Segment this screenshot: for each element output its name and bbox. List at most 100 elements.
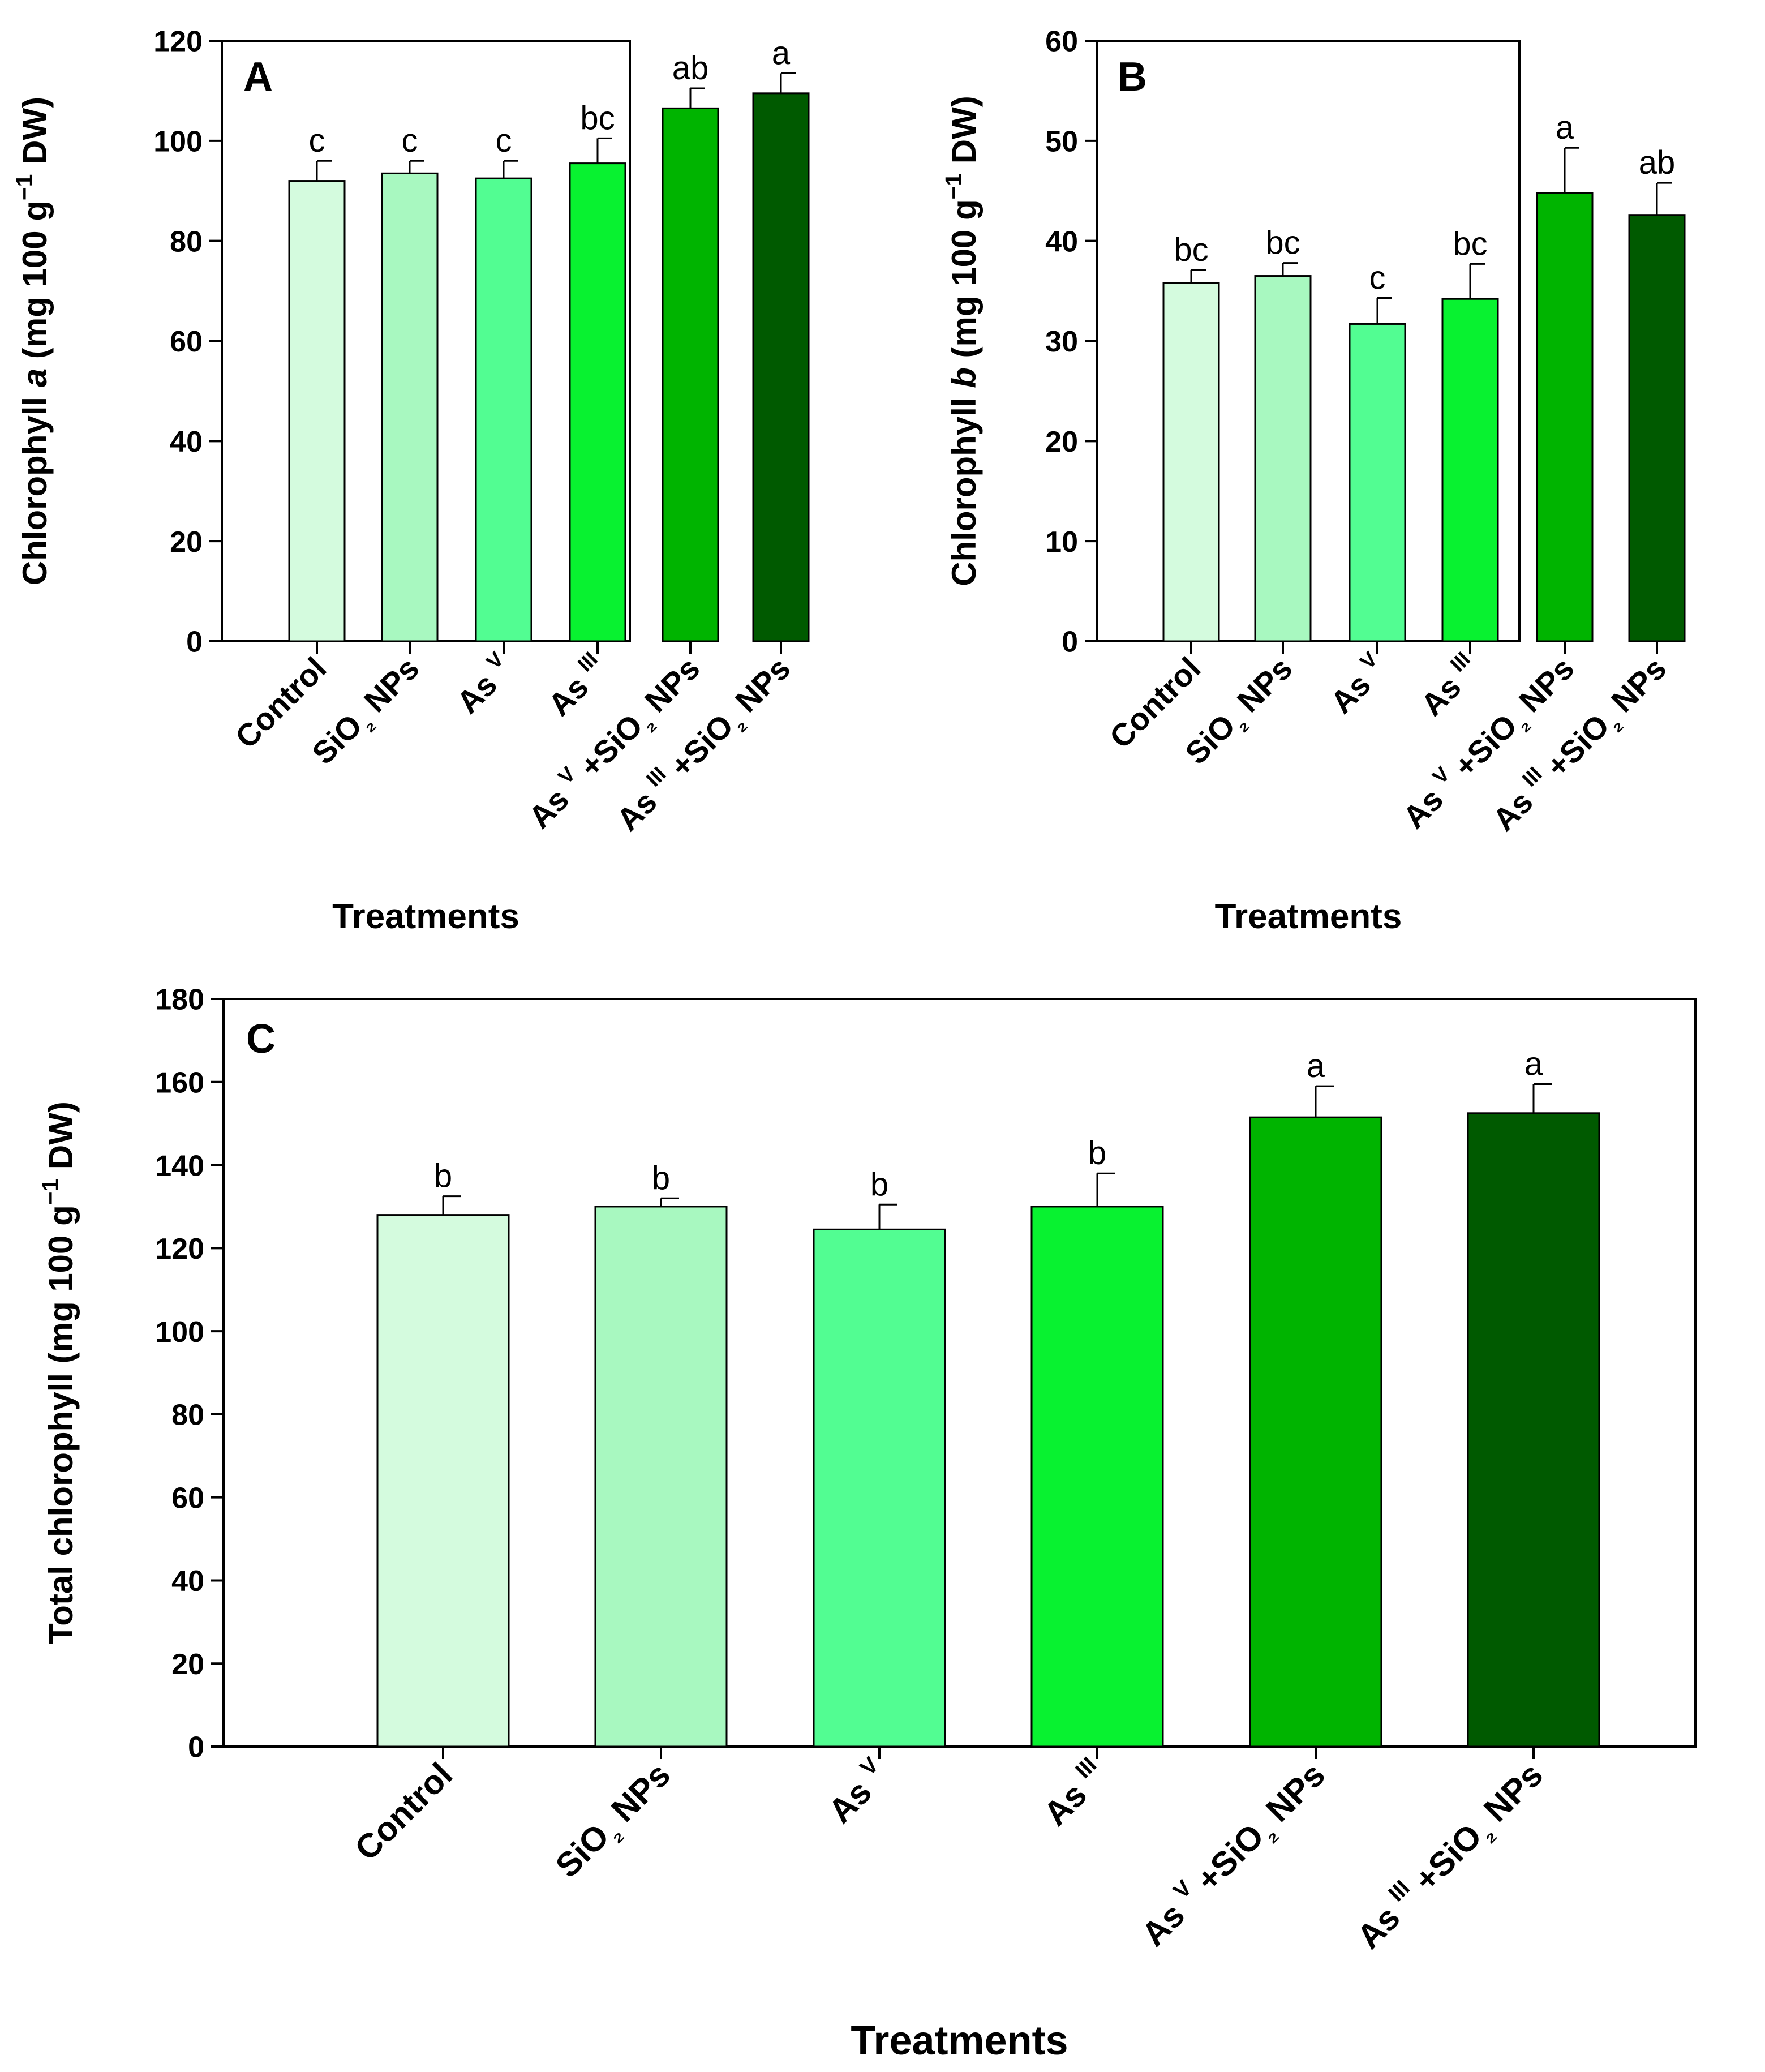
error-bar-5 <box>1564 147 1579 193</box>
significance-letter-4: b <box>1088 1135 1106 1172</box>
y-tick-label: 100 <box>155 1316 204 1349</box>
significance-letter-3: c <box>496 122 512 159</box>
x-category-label-2: SiO₂ NPs <box>548 1756 682 1890</box>
y-tick-label: 120 <box>153 25 203 58</box>
y-tick-label: 0 <box>1062 626 1078 659</box>
bar-6 <box>1628 214 1686 642</box>
x-category-label-6: As III +SiO₂ NPs <box>1483 647 1677 842</box>
y-tick-label: 120 <box>155 1233 204 1265</box>
x-category-label-3: As V <box>447 647 520 720</box>
x-category-label-5: As V +SiO₂ NPs <box>1131 1752 1337 1958</box>
y-tick-label: 40 <box>171 1565 204 1598</box>
y-axis-title: Total chlorophyll (mg 100 g−1 DW) <box>37 1101 80 1644</box>
error-bar-1 <box>316 160 332 181</box>
x-category-label-3: As V <box>1321 647 1394 720</box>
y-tick-label: 60 <box>170 325 203 358</box>
significance-letter-3: c <box>1369 259 1386 296</box>
bar-2 <box>381 172 439 642</box>
bar-3 <box>475 177 532 642</box>
significance-letter-6: a <box>772 35 791 71</box>
y-axis-title: Chlorophyll b (mg 100 g−1 DW) <box>941 96 983 586</box>
error-bar-3 <box>878 1203 897 1230</box>
error-bar-2 <box>660 1197 679 1207</box>
error-bar-2 <box>1282 262 1298 276</box>
y-tick-label: 0 <box>188 1731 204 1764</box>
significance-letter-4: bc <box>1453 225 1487 262</box>
y-tick-label: 20 <box>1045 426 1078 458</box>
error-bar-3 <box>1376 297 1392 324</box>
y-tick-label: 100 <box>153 126 203 158</box>
y-tick-label: 50 <box>1045 126 1078 158</box>
panel-label: C <box>246 1016 276 1062</box>
bar-5 <box>1249 1116 1382 1748</box>
significance-letter-6: a <box>1524 1045 1543 1082</box>
y-tick-label: 80 <box>170 225 203 258</box>
error-bar-4 <box>596 137 612 164</box>
significance-letter-5: a <box>1307 1048 1325 1084</box>
x-category-label-4: As III <box>1411 647 1486 723</box>
error-bar-5 <box>1315 1085 1334 1118</box>
y-tick-label: 10 <box>1045 526 1078 559</box>
y-tick-label: 180 <box>155 984 204 1016</box>
bar-3 <box>813 1228 946 1748</box>
y-tick-label: 40 <box>170 426 203 458</box>
error-bar-4 <box>1096 1172 1115 1207</box>
chart-panel-c: 0 20 40 60 80 100 120 140 160 180 b Control b SiO₂ NP… <box>37 984 1697 2064</box>
significance-letter-2: c <box>402 122 418 159</box>
bar-1 <box>288 180 346 642</box>
x-category-label-6: As III +SiO₂ NPs <box>1346 1752 1554 1961</box>
x-category-label-4: As III <box>1033 1752 1114 1833</box>
x-category-label-3: As V <box>818 1752 896 1830</box>
error-bar-1 <box>442 1195 461 1215</box>
error-bar-6 <box>1532 1083 1552 1113</box>
significance-letter-1: c <box>309 122 325 159</box>
bar-6 <box>752 92 810 642</box>
error-bar-6 <box>780 72 796 93</box>
panel-label: B <box>1118 54 1147 100</box>
y-axis-title: Chlorophyll a (mg 100 g−1 DW) <box>11 97 54 585</box>
y-tick-label: 60 <box>1045 25 1078 58</box>
bar-2 <box>594 1206 728 1748</box>
y-tick-label: 30 <box>1045 325 1078 358</box>
significance-letter-1: b <box>434 1158 452 1195</box>
plot-frame <box>222 998 1697 1748</box>
error-bar-3 <box>503 160 518 179</box>
bar-2 <box>1254 275 1312 642</box>
significance-letter-6: ab <box>1639 144 1676 181</box>
y-tick-label: 20 <box>170 526 203 559</box>
bar-6 <box>1467 1112 1600 1748</box>
y-tick-label: 60 <box>171 1482 204 1515</box>
significance-letter-3: b <box>870 1166 888 1203</box>
y-tick-label: 160 <box>155 1066 204 1099</box>
error-bar-5 <box>689 87 705 109</box>
x-axis-title: Treatments <box>1215 897 1402 936</box>
significance-letter-2: b <box>652 1160 670 1196</box>
x-category-label-4: As III <box>538 647 613 723</box>
significance-letter-5: ab <box>672 50 709 87</box>
error-bar-1 <box>1190 269 1206 283</box>
y-tick-label: 40 <box>1045 225 1078 258</box>
bar-1 <box>376 1214 510 1748</box>
x-axis-title: Treatments <box>332 897 519 936</box>
error-bar-2 <box>409 160 424 174</box>
y-tick-label: 80 <box>171 1399 204 1432</box>
bar-4 <box>569 162 626 642</box>
x-category-label-1: Control <box>347 1756 459 1868</box>
bar-4 <box>1030 1206 1164 1748</box>
y-tick-label: 140 <box>155 1149 204 1182</box>
bar-5 <box>1536 192 1594 642</box>
panel-label: A <box>243 54 273 100</box>
y-tick-label: 20 <box>171 1648 204 1681</box>
y-tick-label: 0 <box>186 626 203 659</box>
bar-5 <box>662 107 719 642</box>
bar-3 <box>1349 323 1406 642</box>
significance-letter-5: a <box>1556 109 1574 146</box>
significance-letter-1: bc <box>1174 231 1208 268</box>
significance-letter-4: bc <box>580 100 615 136</box>
x-axis-title: Treatments <box>851 2018 1068 2064</box>
bar-4 <box>1441 298 1499 642</box>
